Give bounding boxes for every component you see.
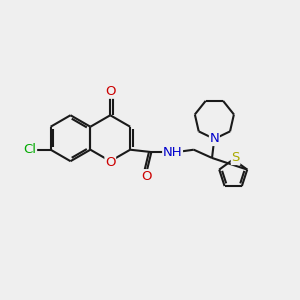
- Text: NH: NH: [163, 146, 182, 159]
- Text: O: O: [141, 170, 152, 183]
- Text: O: O: [105, 156, 116, 169]
- Text: O: O: [105, 85, 116, 98]
- Text: N: N: [209, 132, 219, 146]
- Text: Cl: Cl: [23, 143, 37, 156]
- Text: S: S: [231, 152, 240, 164]
